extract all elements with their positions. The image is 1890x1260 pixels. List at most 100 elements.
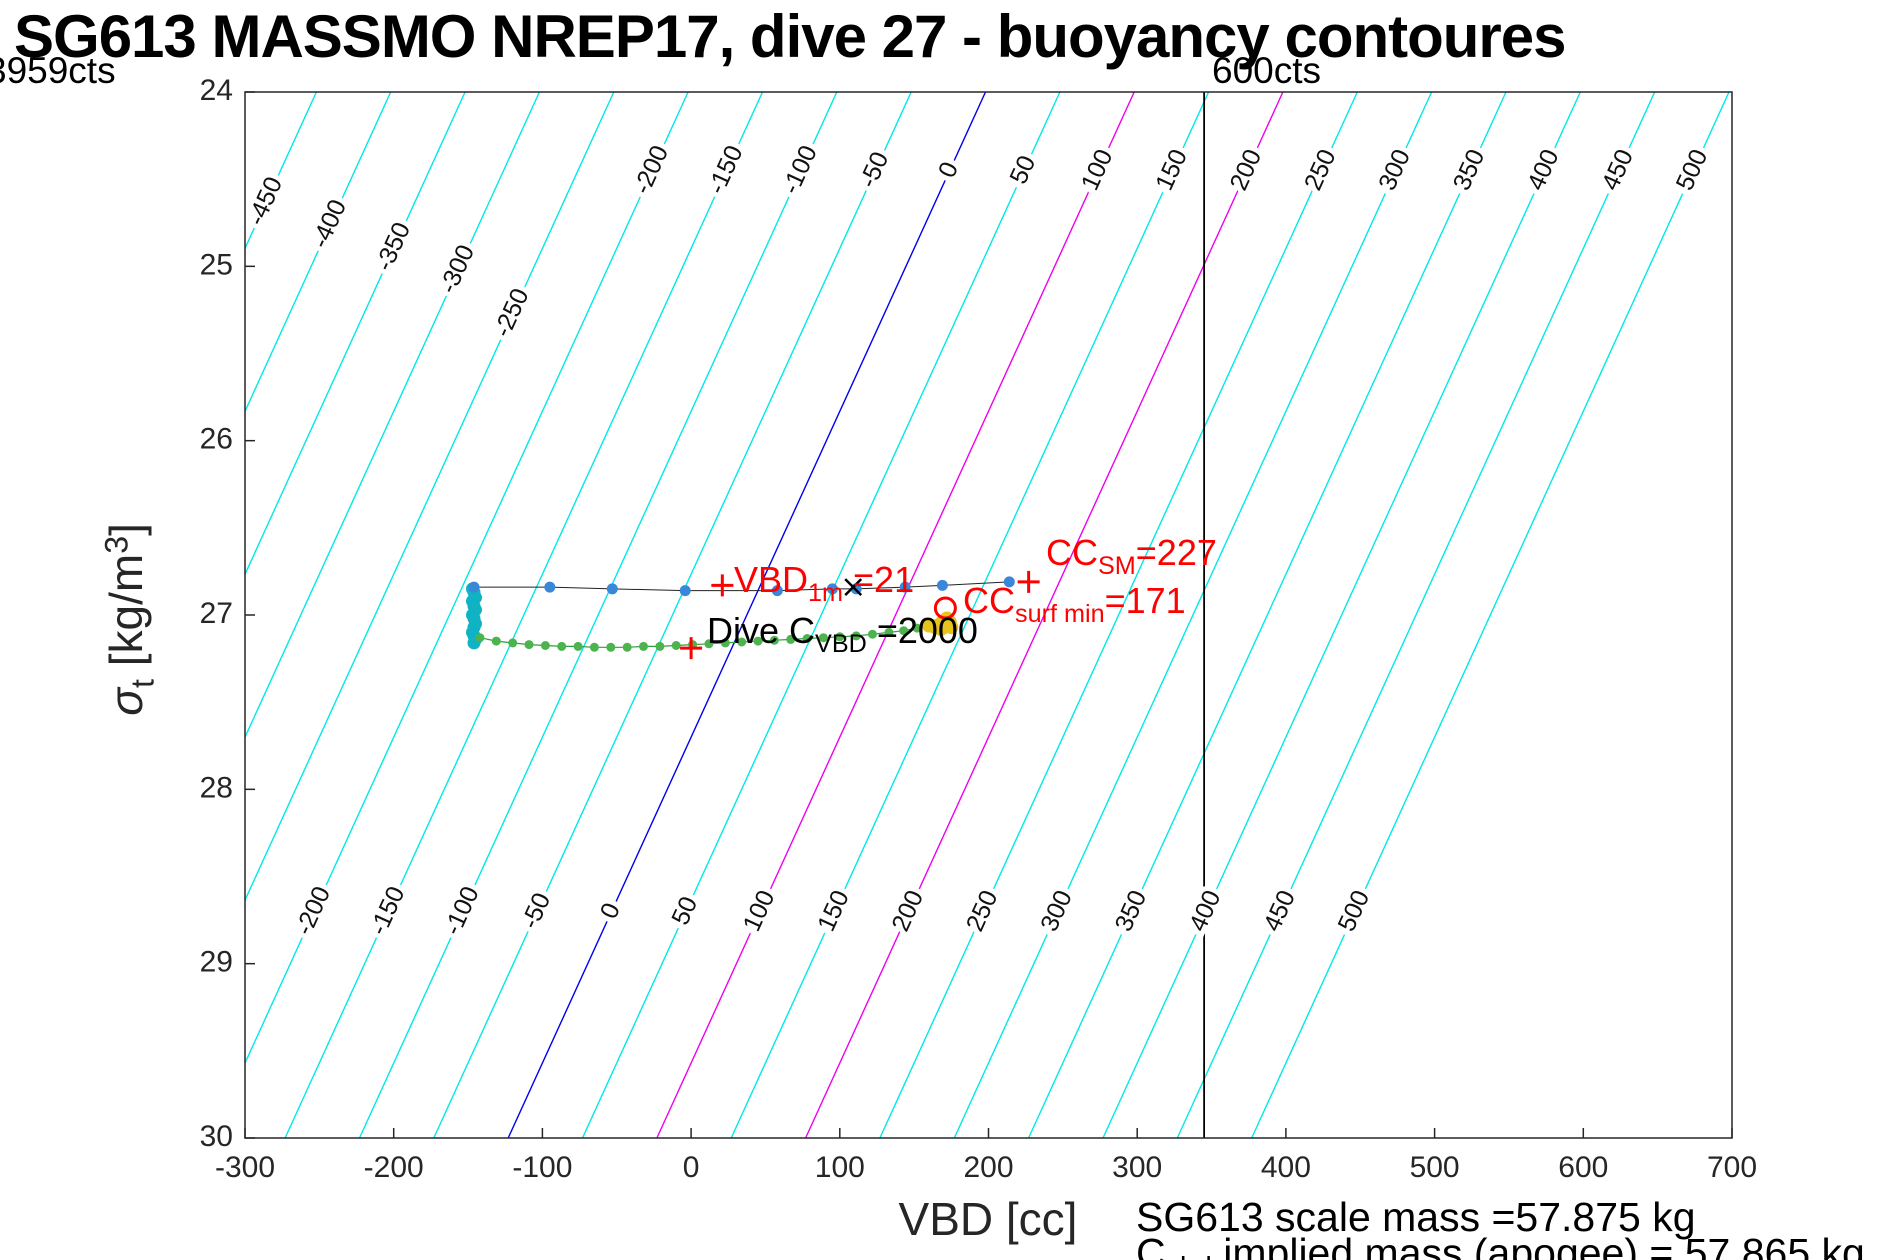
contour-line-0 <box>507 91 987 1139</box>
x-tick-label: 100 <box>815 1151 865 1184</box>
annotation-dive-cvbd: Dive CVBD =2000 <box>707 610 978 659</box>
series-point-dive <box>912 623 922 633</box>
y-tick-label: 27 <box>200 597 233 630</box>
series-point-dive <box>491 636 501 646</box>
contour-label-400: 400 <box>1522 145 1565 195</box>
contour-label-50: 50 <box>666 892 703 929</box>
y-tick-label: 24 <box>200 74 233 107</box>
contour-line--250 <box>244 91 615 901</box>
contour-label--100: -100 <box>777 141 823 198</box>
annotation-cc-sm: CCSM=227 <box>1046 532 1217 581</box>
contour-label-250: 250 <box>961 886 1004 936</box>
y-tick-label: 25 <box>200 248 233 281</box>
contour-line--100 <box>358 91 838 1139</box>
contour-label--250: -250 <box>488 284 534 341</box>
series-point-climb-1m <box>606 583 618 595</box>
contour-label-250: 250 <box>1299 145 1342 195</box>
contour-line-350 <box>1027 91 1507 1139</box>
y-axis-label-units: [kg/m <box>100 553 153 679</box>
contour-label-300: 300 <box>1373 145 1416 195</box>
series-point-dive <box>589 642 599 652</box>
contour-label-150: 150 <box>812 886 855 936</box>
x-tick-label: 300 <box>1112 1151 1162 1184</box>
series-point-dive <box>720 638 730 648</box>
implied-mass-main: C <box>1136 1230 1166 1260</box>
contour-line-150 <box>730 91 1210 1139</box>
contour-label-100: 100 <box>1076 145 1119 195</box>
series-point-apogee-cluster <box>944 620 959 635</box>
contour-line--300 <box>244 91 541 738</box>
y-tick-label: 30 <box>200 1120 233 1153</box>
series-point-dive <box>851 631 861 641</box>
annotation-cc-surf-min-sub: surf min <box>1015 599 1105 628</box>
y-axis-label-sigma: σ <box>100 687 153 716</box>
series-point-dive <box>786 634 796 644</box>
series-point-dive <box>671 641 681 650</box>
series-point-dive <box>606 642 616 652</box>
contour-line--200 <box>244 91 689 1064</box>
x-tick-label: 0 <box>683 1151 700 1184</box>
y-axis-label-sub: t <box>124 679 161 688</box>
series-point-dive <box>753 636 763 646</box>
y-tick-label: 28 <box>200 771 233 804</box>
contour-label--200: -200 <box>290 882 336 939</box>
annotation-cc-sm-value: =227 <box>1135 532 1217 573</box>
contour-line--150 <box>284 91 764 1139</box>
x-tick-label: -100 <box>512 1151 572 1184</box>
implied-mass-text: Cvbd implied mass (apogee) = 57.865 kg <box>1136 1230 1865 1260</box>
annotation-cc-sm-main: CC <box>1046 532 1098 573</box>
y-tick-label: 29 <box>200 946 233 979</box>
contour-line-300 <box>953 91 1433 1139</box>
contour-label-350: 350 <box>1448 145 1491 195</box>
series-point-dive <box>573 641 583 651</box>
series-point-dive <box>737 637 747 647</box>
contour-label--200: -200 <box>628 141 674 198</box>
plus-marker <box>711 574 734 597</box>
x-tick-label: 500 <box>1410 1151 1460 1184</box>
contour-line-400 <box>1102 91 1581 1139</box>
contour-line--350 <box>244 91 466 575</box>
x-tick-label: 200 <box>963 1151 1013 1184</box>
series-point-dive <box>835 632 845 642</box>
counts-label-left: 3959cts <box>0 50 116 91</box>
series-line-climb-1m <box>474 581 1010 592</box>
implied-mass-sub: vbd <box>1166 1252 1212 1260</box>
x-tick-label: -300 <box>215 1151 275 1184</box>
series-point-dive <box>622 642 632 652</box>
annotation-dive-cvbd-value: =2000 <box>866 610 978 651</box>
circle-marker <box>933 596 957 620</box>
series-point-dive <box>802 634 812 643</box>
contour-label--50: -50 <box>854 148 894 192</box>
contour-label-200: 200 <box>886 886 929 936</box>
annotation-dive-cvbd-sub: VBD <box>815 629 867 658</box>
series-point-dive <box>704 639 714 649</box>
contour-label--400: -400 <box>306 195 352 252</box>
series-point-dive <box>540 641 550 650</box>
series-point-climb-1m <box>679 585 691 597</box>
y-tick-label: 26 <box>200 423 233 456</box>
series-point-dive <box>868 629 877 639</box>
series-point-dive <box>557 641 567 651</box>
series-point-climb-1m <box>468 581 480 593</box>
x-tick-label: 700 <box>1707 1151 1757 1184</box>
contour-line-50 <box>581 91 1061 1139</box>
series-point-dive <box>655 641 665 651</box>
contour-line-500 <box>1251 91 1730 1139</box>
x-tick-label: -200 <box>364 1151 424 1184</box>
plus-marker <box>680 637 703 660</box>
contour-label-500: 500 <box>1332 886 1375 936</box>
y-axis-label-sup: 3 <box>98 535 135 554</box>
x-axis-label: VBD [cc] <box>898 1193 1078 1245</box>
y-axis-label-close: ] <box>100 523 153 536</box>
chart-title: SG613 MASSMO NREP17, dive 27 - buoyancy … <box>14 3 1566 70</box>
series-point-dive <box>639 641 648 651</box>
series-point-dive <box>508 638 518 648</box>
counts-label-right: 600cts <box>1212 50 1322 91</box>
contour-label-0: 0 <box>595 899 626 923</box>
contour-label-350: 350 <box>1109 886 1152 936</box>
series-point-climb-1m <box>1003 576 1015 588</box>
contour-label-50: 50 <box>1004 151 1041 188</box>
series-point-climb-1m <box>899 581 911 593</box>
contour-line-450 <box>1176 91 1656 1139</box>
